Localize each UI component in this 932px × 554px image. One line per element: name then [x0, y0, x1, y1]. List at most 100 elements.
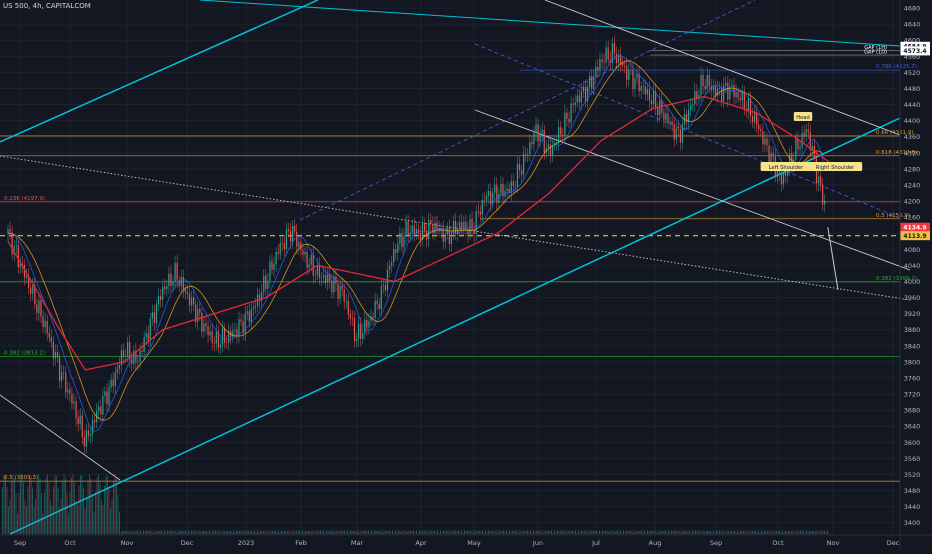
candle-body: [131, 359, 133, 364]
candle-body: [149, 318, 151, 341]
candle-body: [525, 153, 527, 155]
fib-level-label: 0.382 (3813.2): [4, 351, 45, 357]
volume-bar: [683, 531, 684, 534]
candle-body: [714, 86, 717, 96]
volume-bar: [318, 530, 320, 534]
volume-bar: [108, 488, 110, 534]
volume-bar: [515, 531, 516, 534]
volume-bar: [333, 530, 335, 534]
volume-bar: [528, 532, 530, 534]
volume-bar: [663, 531, 665, 534]
volume-bar: [674, 531, 675, 534]
candle-body: [778, 170, 780, 173]
candle-body: [805, 129, 807, 137]
volume-bar: [707, 531, 708, 534]
volume-bar: [452, 532, 453, 534]
candle-body: [65, 372, 67, 393]
white-channel-upper: [544, 0, 901, 136]
volume-bar: [116, 479, 117, 534]
candle-body: [116, 368, 118, 373]
candle-body: [318, 264, 321, 279]
volume-bar: [326, 530, 327, 534]
volume-bar: [623, 530, 624, 534]
candle-body: [584, 86, 587, 102]
volume-bar: [488, 530, 489, 534]
volume-bar: [182, 530, 183, 534]
y-tick-label: 3720: [904, 391, 921, 399]
volume-bar: [483, 532, 485, 534]
volume-bar: [602, 530, 603, 534]
volume-bar: [17, 513, 18, 534]
candle-body: [17, 245, 19, 268]
volume-bar: [608, 531, 609, 534]
candle-body: [807, 129, 809, 132]
volume-bar: [458, 530, 459, 534]
candle-body: [329, 274, 331, 282]
candle-body: [19, 263, 21, 268]
candle-body: [669, 121, 671, 124]
white-left-downline: [0, 394, 121, 481]
candle-body: [296, 231, 298, 247]
volume-bar: [501, 530, 503, 534]
y-tick-label: 4080: [904, 246, 921, 254]
candle-body: [358, 323, 360, 339]
candle-body: [617, 54, 620, 64]
candle-body: [434, 222, 436, 234]
volume-bar: [35, 499, 36, 534]
volume-bar: [323, 530, 324, 534]
volume-bar: [29, 475, 30, 534]
candle-body: [543, 130, 545, 153]
volume-bar: [699, 530, 701, 534]
candle-body: [69, 389, 71, 394]
volume-bar: [33, 507, 35, 534]
volume-bar: [578, 530, 579, 534]
volume-bar: [176, 532, 177, 534]
volume-bar: [653, 531, 654, 534]
volume-bar: [744, 530, 746, 534]
volume-bar: [701, 532, 702, 534]
volume-bar: [567, 530, 569, 534]
candle-body: [789, 153, 791, 170]
volume-bar: [42, 513, 44, 534]
candle-body: [716, 88, 719, 96]
volume-bar: [776, 531, 777, 534]
volume-bar: [129, 530, 131, 534]
fib-level-label: 0.786 (4525.7): [876, 64, 917, 70]
candle-body: [250, 309, 252, 322]
x-tick-label: Dec: [887, 539, 900, 547]
candle-body: [815, 158, 818, 184]
candle-body: [523, 153, 525, 175]
volume-bar: [522, 530, 524, 534]
volume-bar: [300, 532, 302, 534]
candle-body: [285, 229, 288, 249]
volume-bar: [638, 531, 639, 534]
candle-body: [702, 75, 704, 86]
candle-body: [141, 350, 143, 352]
volume-bar: [288, 530, 290, 534]
volume-bar: [330, 530, 332, 534]
volume-bar: [644, 530, 645, 534]
volume-bar: [162, 532, 164, 534]
volume-bar: [60, 498, 62, 534]
candle-body: [40, 300, 42, 317]
volume-bar: [6, 487, 8, 534]
volume-bar: [303, 532, 305, 534]
candle-body: [496, 184, 498, 203]
candle-body: [492, 192, 494, 204]
candle-body: [490, 191, 492, 204]
volume-bar: [383, 532, 384, 534]
volume-bar: [641, 530, 642, 534]
candle-body: [671, 121, 673, 124]
y-tick-label: 4600: [904, 37, 921, 45]
volume-bar: [174, 530, 176, 534]
volume-bar: [50, 500, 51, 534]
volume-bar: [632, 532, 633, 534]
volume-bar: [74, 482, 75, 534]
volume-bar: [432, 530, 434, 534]
candle-body: [236, 329, 238, 336]
candle-body: [704, 85, 706, 89]
volume-bar: [575, 530, 576, 534]
candle-body: [595, 66, 597, 77]
candle-body: [533, 132, 535, 145]
